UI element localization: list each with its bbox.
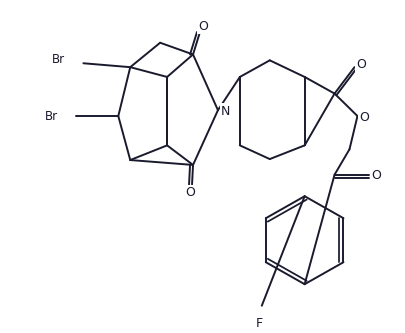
Text: F: F xyxy=(256,317,263,330)
Text: Br: Br xyxy=(45,110,58,123)
Text: O: O xyxy=(360,111,369,124)
Text: N: N xyxy=(221,105,230,118)
Text: Br: Br xyxy=(52,53,66,66)
Text: O: O xyxy=(198,20,208,33)
Text: O: O xyxy=(185,186,195,199)
Text: O: O xyxy=(356,58,367,71)
Text: O: O xyxy=(371,169,382,182)
